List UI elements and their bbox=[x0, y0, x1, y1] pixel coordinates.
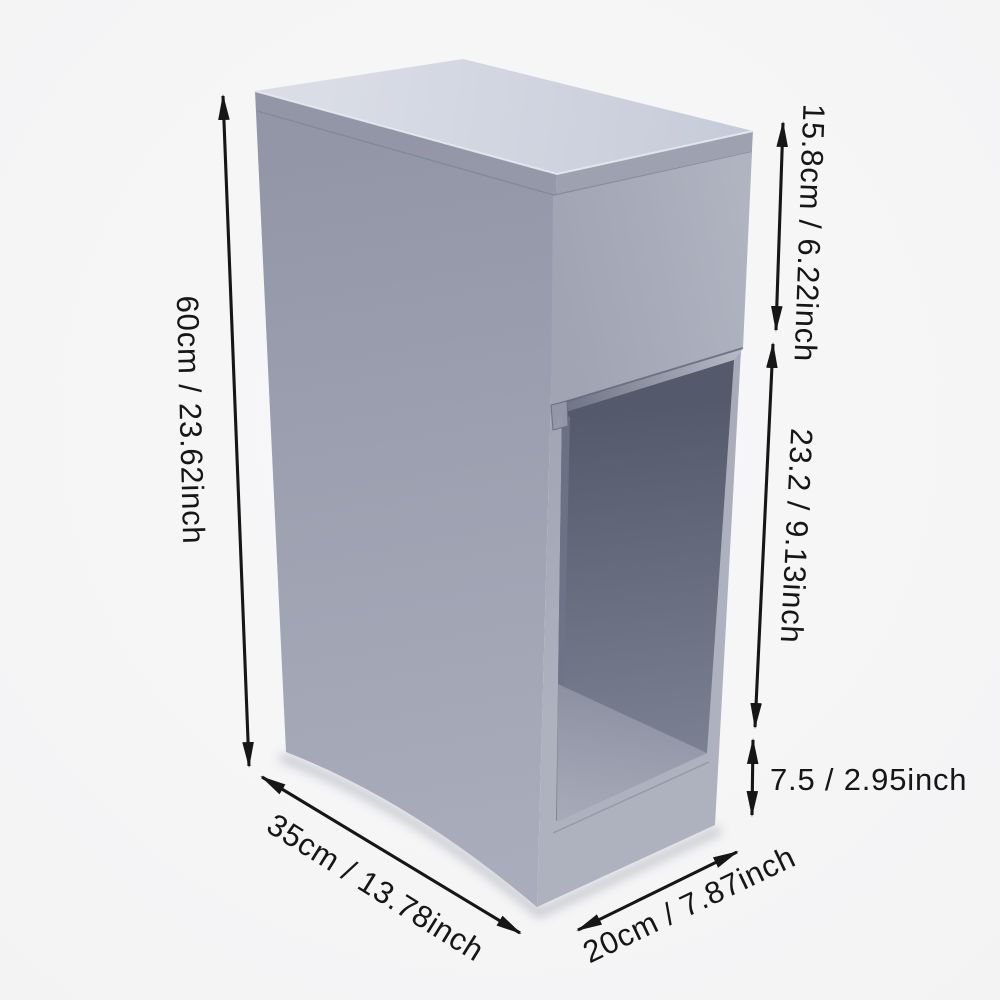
drawer-corner-tab bbox=[550, 400, 569, 431]
top-edge-highlight bbox=[254, 90, 754, 176]
drawer-height-dimension-arrow bbox=[771, 121, 788, 332]
drawer-front bbox=[551, 152, 752, 406]
shelf-interior-left-wall bbox=[558, 413, 570, 686]
width-dimension-arrow bbox=[260, 775, 522, 935]
shelf-interior-floor bbox=[557, 684, 707, 822]
drawer-front-lip bbox=[551, 349, 743, 430]
opening-height-dimension-label: 23.2 / 9.13inch bbox=[774, 428, 819, 645]
depth-dimension-arrow bbox=[576, 850, 739, 932]
cabinet-top-face bbox=[255, 59, 753, 174]
cabinet-render bbox=[254, 59, 754, 907]
drawer-height-dimension-label: 15.8cm / 6.22inch bbox=[788, 103, 832, 362]
base-lip-line bbox=[552, 761, 710, 834]
height-dimension-arrow bbox=[218, 94, 254, 768]
top-panel-seam-line bbox=[256, 110, 753, 196]
drawer-bottom-edge bbox=[550, 347, 744, 407]
opening-height-dimension-arrow bbox=[750, 342, 778, 729]
base-height-dimension-label: 7.5 / 2.95inch bbox=[770, 762, 967, 797]
height-dimension-label: 60cm / 23.62inch bbox=[170, 295, 212, 545]
base-height-dimension-arrow bbox=[746, 738, 759, 817]
cabinet-left-face bbox=[255, 91, 557, 907]
